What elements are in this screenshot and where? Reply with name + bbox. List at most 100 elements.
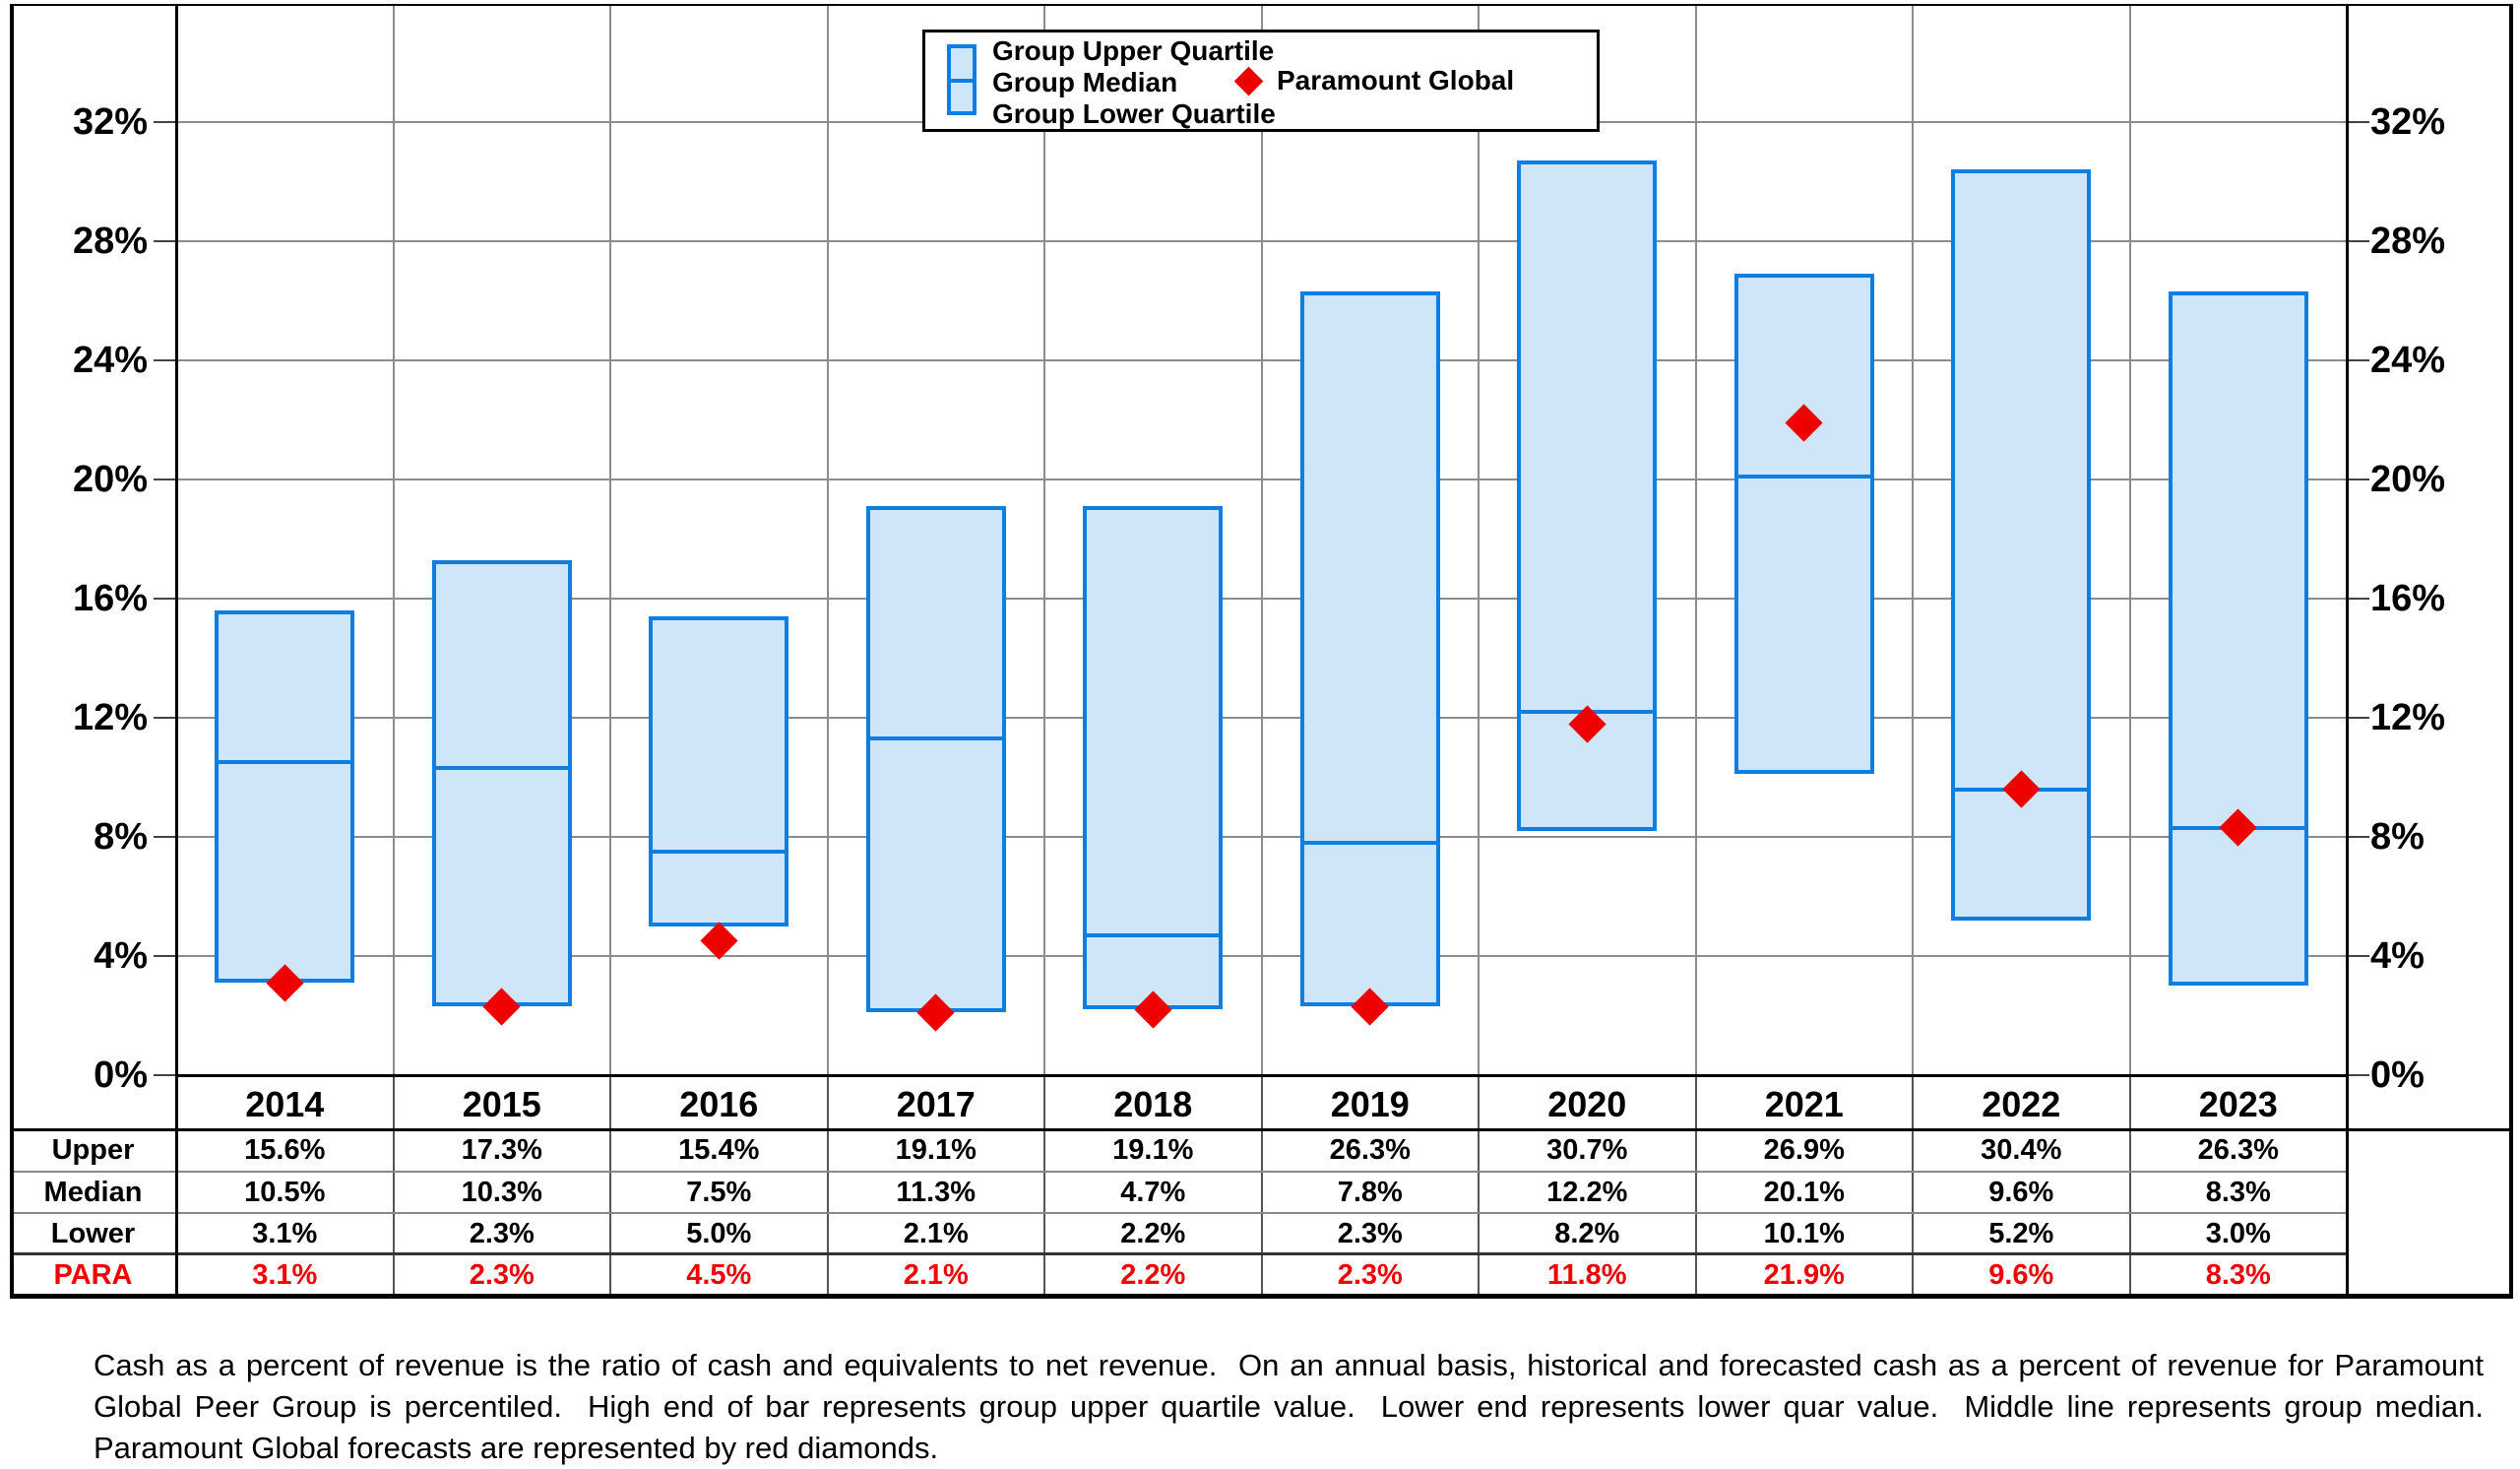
- year-label-2014: 2014: [245, 1084, 325, 1124]
- table-cell: 15.4%: [678, 1134, 760, 1166]
- table-cell: 2.2%: [1120, 1259, 1186, 1291]
- table-cell: 2.3%: [1337, 1259, 1403, 1291]
- table-divider-line-thick: [10, 1252, 2347, 1255]
- table-column-divider: [826, 1075, 829, 1296]
- y-axis-tick-left: [154, 359, 176, 361]
- year-label-2017: 2017: [896, 1084, 976, 1124]
- plot-left-border: [175, 4, 178, 1296]
- y-axis-tick-left: [154, 240, 176, 242]
- table-column-divider: [2128, 1075, 2131, 1296]
- table-cell: 11.8%: [1546, 1259, 1627, 1291]
- table-column-divider: [1260, 1075, 1263, 1296]
- table-cell: 9.6%: [1988, 1259, 2054, 1291]
- table-cell: 9.6%: [1988, 1177, 2054, 1208]
- table-cell: 5.2%: [1988, 1218, 2054, 1249]
- table-cell: 5.0%: [686, 1218, 752, 1249]
- table-cell: 20.1%: [1763, 1177, 1845, 1208]
- y-axis-label-left: 0%: [94, 1054, 148, 1096]
- table-cell: 4.5%: [686, 1259, 752, 1291]
- median-line-icon: [950, 79, 974, 83]
- legend-labels: Group Upper Quartile Group Median Group …: [992, 35, 1276, 130]
- gridline-vertical: [1260, 4, 1263, 1075]
- table-cell: 15.6%: [244, 1134, 326, 1166]
- legend-label-median: Group Median: [992, 67, 1178, 97]
- table-cell: 21.9%: [1763, 1259, 1845, 1291]
- y-axis-tick-right: [2347, 717, 2369, 719]
- median-line-2017: [865, 736, 1006, 741]
- median-line-2018: [1083, 932, 1224, 937]
- table-cell: 2.3%: [1337, 1218, 1403, 1249]
- table-divider-line: [10, 1212, 2347, 1214]
- y-axis-tick-right: [2347, 240, 2369, 242]
- plot-right-border: [2346, 4, 2349, 1296]
- frame-bottom-border: [10, 1294, 2513, 1299]
- y-axis-label-left: 4%: [94, 935, 148, 977]
- table-cell: 30.7%: [1546, 1134, 1628, 1166]
- gridline-vertical: [609, 4, 611, 1075]
- table-cell: 12.2%: [1546, 1177, 1628, 1208]
- frame-top-border: [10, 4, 2513, 6]
- table-cell: 10.3%: [461, 1177, 542, 1208]
- table-column-divider: [1043, 1075, 1045, 1296]
- gridline-vertical: [2128, 4, 2131, 1075]
- y-axis-tick-left: [154, 598, 176, 600]
- table-cell: 26.3%: [1329, 1134, 1411, 1166]
- median-line-2016: [649, 850, 789, 855]
- y-axis-label-left: 28%: [72, 221, 148, 262]
- table-cell: 8.3%: [2205, 1177, 2271, 1208]
- y-axis-tick-right: [2347, 598, 2369, 600]
- frame-left-border: [10, 4, 14, 1298]
- table-cell: 3.1%: [252, 1218, 318, 1249]
- table-cell: 3.1%: [252, 1259, 318, 1291]
- gridline-vertical: [1478, 4, 1480, 1075]
- gridline-vertical: [1694, 4, 1697, 1075]
- y-axis-tick-right: [2347, 955, 2369, 957]
- table-column-divider: [392, 1075, 395, 1296]
- quartile-bar-2023: [2168, 291, 2308, 987]
- y-axis-label-right: 20%: [2370, 459, 2446, 500]
- footnote-text: Cash as a percent of revenue is the rati…: [94, 1348, 2501, 1465]
- y-axis-label-left: 12%: [72, 697, 148, 738]
- table-column-divider: [1694, 1075, 1697, 1296]
- y-axis-tick-left: [154, 1074, 176, 1076]
- y-axis-label-right: 32%: [2370, 101, 2446, 143]
- table-row-header-Lower: Lower: [50, 1218, 136, 1249]
- legend-paramount-entry: Paramount Global: [1233, 32, 1515, 129]
- table-cell: 19.1%: [1112, 1134, 1194, 1166]
- quartile-bar-2016: [649, 616, 789, 926]
- table-cell: 2.3%: [469, 1218, 535, 1249]
- table-column-divider: [1478, 1075, 1480, 1296]
- legend-label-lower-quartile: Group Lower Quartile: [992, 98, 1276, 129]
- table-cell: 7.5%: [686, 1177, 752, 1208]
- table-cell: 8.2%: [1554, 1218, 1620, 1249]
- table-column-divider: [609, 1075, 611, 1296]
- frame-right-border: [2509, 4, 2513, 1298]
- table-cell: 19.1%: [895, 1134, 976, 1166]
- median-line-2014: [215, 760, 355, 765]
- quartile-bar-2017: [865, 506, 1006, 1013]
- median-line-2019: [1299, 841, 1440, 846]
- table-column-divider: [1912, 1075, 1914, 1296]
- table-cell: 10.5%: [244, 1177, 326, 1208]
- quartile-bar-2021: [1733, 274, 1874, 775]
- table-cell: 26.9%: [1763, 1134, 1845, 1166]
- y-axis-label-left: 8%: [94, 816, 148, 858]
- y-axis-label-right: 12%: [2370, 697, 2446, 738]
- y-axis-tick-right: [2347, 121, 2369, 123]
- year-label-2019: 2019: [1330, 1084, 1410, 1124]
- table-cell: 3.0%: [2205, 1218, 2271, 1249]
- year-label-2016: 2016: [679, 1084, 759, 1124]
- y-axis-tick-left: [154, 121, 176, 123]
- y-axis-tick-left: [154, 479, 176, 480]
- y-axis-tick-left: [154, 717, 176, 719]
- table-cell: 11.3%: [896, 1177, 976, 1208]
- y-axis-label-left: 20%: [72, 459, 148, 500]
- y-axis-label-left: 16%: [72, 578, 148, 619]
- legend-label-paramount: Paramount Global: [1277, 65, 1515, 96]
- table-cell: 7.8%: [1337, 1177, 1403, 1208]
- table-row-header-PARA: PARA: [53, 1259, 133, 1291]
- quartile-bar-2019: [1299, 291, 1440, 1007]
- y-axis-tick-right: [2347, 359, 2369, 361]
- table-row-header-Upper: Upper: [51, 1134, 135, 1166]
